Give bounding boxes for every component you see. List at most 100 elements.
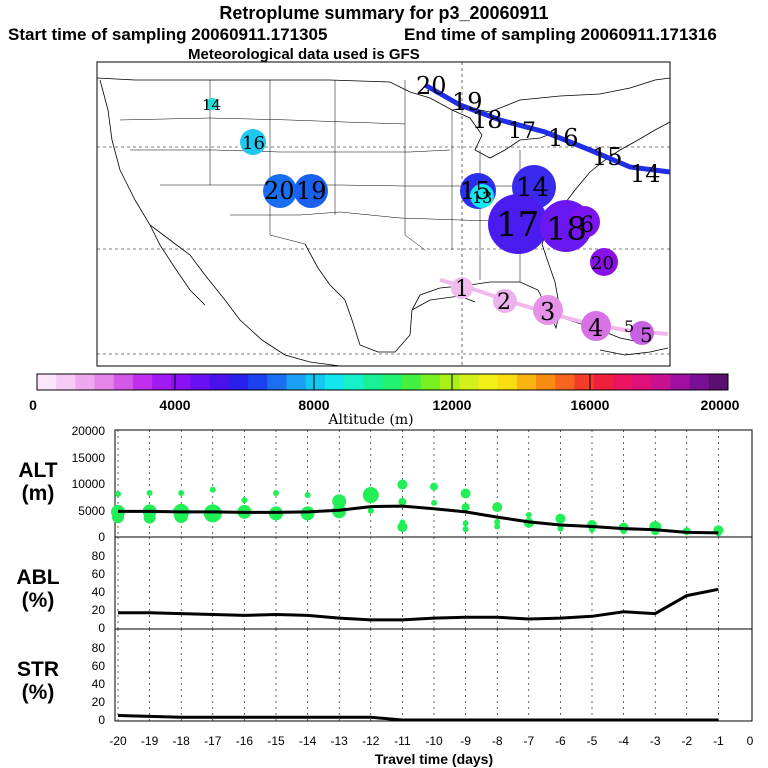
colorbar-ticks: 0 4000 8000 12000 16000 20000 — [29, 397, 740, 413]
colorbar-cell — [344, 374, 364, 390]
central-cluster: 15 13 14 17 18 6 20 — [460, 165, 618, 276]
alt-dot — [555, 513, 566, 524]
alt-dot — [494, 518, 501, 525]
str-frame — [114, 628, 753, 722]
sw-dot-2 — [493, 289, 517, 313]
alt-ytick-5000: 5000 — [78, 504, 105, 518]
c-label-6: 6 — [580, 213, 594, 238]
colorbar-cell — [113, 374, 134, 390]
alt-dot — [209, 486, 216, 493]
x-tick: -17 — [204, 734, 222, 748]
x-tick: -13 — [331, 734, 349, 748]
map-gridlines — [97, 62, 670, 366]
colorbar-cell — [497, 374, 518, 390]
c-label-18: 18 — [546, 210, 587, 248]
str-label: STR — [17, 658, 59, 681]
colorbar-cell — [75, 374, 96, 390]
x-tick: -3 — [650, 734, 661, 748]
sw-label-2: 2 — [497, 290, 511, 315]
abl-yticks: 80 60 40 20 0 — [92, 549, 106, 635]
x-tick: -4 — [618, 734, 629, 748]
colorbar-cell — [401, 374, 422, 390]
colorbar-cell — [459, 374, 479, 390]
c-label-15: 15 — [460, 177, 491, 205]
x-tick: -5 — [587, 734, 598, 748]
str-ytick-40: 40 — [92, 677, 106, 691]
colorbar-cell — [132, 374, 153, 390]
cbar-tick-8000: 8000 — [298, 397, 329, 413]
alt-dot — [273, 489, 279, 496]
ne-label-15: 15 — [592, 143, 623, 171]
str-gridlines — [117, 629, 719, 721]
colorbar-cell — [632, 374, 652, 390]
alt-label: ALT — [18, 459, 57, 482]
str-ytick-0: 0 — [98, 713, 105, 727]
x-tick: -6 — [555, 734, 566, 748]
alt-ytick-10000: 10000 — [72, 477, 106, 491]
colorbar-cell — [152, 374, 172, 390]
colorbar-cell — [56, 374, 76, 390]
c-dot-13 — [470, 184, 494, 208]
x-axis-label: Travel time (days) — [375, 751, 493, 767]
colorbar-cell — [440, 374, 460, 390]
str-ytick-60: 60 — [92, 659, 106, 673]
alt-ytick-0: 0 — [98, 530, 105, 544]
ne-label-14: 14 — [630, 160, 661, 188]
str-ytick-80: 80 — [92, 641, 106, 655]
colorbar-cell — [420, 374, 441, 390]
colorbar-cell — [574, 374, 595, 390]
ne-label-17: 17 — [508, 119, 536, 144]
str-panel: 80 60 40 20 0 STR (%) — [17, 628, 753, 727]
sw-label-5a: 5 — [624, 317, 634, 336]
sw-dot-5 — [630, 321, 654, 345]
str-yticks: 80 60 40 20 0 — [92, 641, 106, 727]
ne-label-20: 20 — [416, 72, 447, 100]
colorbar-cell — [593, 374, 614, 390]
colorbar-cell — [248, 374, 268, 390]
sw-label-3: 3 — [540, 298, 555, 326]
end-time: End time of sampling 20060911.171316 — [404, 25, 717, 44]
alt-dot — [241, 497, 248, 504]
sw-dot-4 — [581, 311, 611, 341]
colorbar-cell — [94, 374, 115, 390]
abl-label: ABL — [16, 566, 59, 589]
alt-dot — [367, 507, 374, 514]
colorbar-cell — [324, 374, 345, 390]
alt-dot — [146, 489, 153, 496]
alt-dot — [430, 482, 438, 491]
alt-dot — [300, 506, 315, 521]
alt-dot — [494, 523, 501, 530]
alt-dot — [115, 491, 121, 497]
abl-ytick-80: 80 — [92, 549, 106, 563]
c-dot-17 — [488, 194, 548, 254]
colorbar-cell — [612, 374, 633, 390]
sw-dot-3 — [533, 295, 563, 325]
start-time: Start time of sampling 20060911.171305 — [8, 25, 328, 44]
c-dot-20 — [590, 248, 618, 276]
x-tick: -20 — [109, 734, 127, 748]
alt-dot — [492, 502, 503, 513]
alt-panel: 20000 15000 10000 5000 0 ALT (m) — [18, 424, 753, 544]
x-tick: -7 — [523, 734, 534, 748]
colorbar-label: Altitude (m) — [327, 412, 413, 428]
colorbar-cell — [171, 374, 192, 390]
colorbar-cell — [708, 374, 729, 390]
sw-label-1: 1 — [455, 277, 469, 302]
colorbar-cell — [305, 374, 326, 390]
colorbar-cell — [363, 374, 383, 390]
alt-dot — [203, 504, 222, 523]
abl-ytick-40: 40 — [92, 585, 106, 599]
abl-ytick-0: 0 — [98, 621, 105, 635]
x-tick: -11 — [394, 734, 411, 748]
ne-label-19: 19 — [452, 88, 483, 116]
colorbar-cell — [516, 374, 537, 390]
cbar-tick-0: 0 — [29, 397, 37, 413]
alt-dot — [557, 525, 564, 532]
abl-line — [118, 587, 719, 622]
str-unit: (%) — [22, 681, 55, 704]
alt-dot — [461, 503, 470, 512]
w-label-14: 14 — [202, 96, 221, 114]
alt-dot — [462, 520, 469, 527]
colorbar-cell — [37, 374, 57, 390]
colorbar-frame — [36, 373, 729, 391]
